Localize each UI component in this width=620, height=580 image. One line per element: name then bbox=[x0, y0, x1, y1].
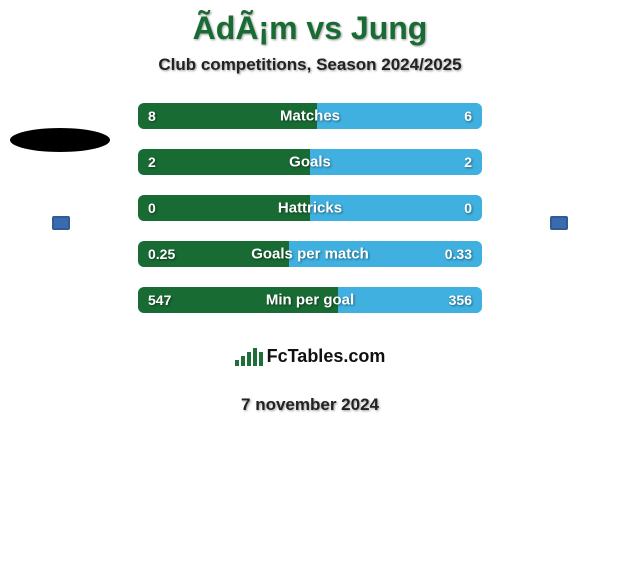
stat-row: Matches8 6 bbox=[138, 103, 482, 129]
stat-value-right: 0 bbox=[464, 200, 472, 216]
stat-label: Goals bbox=[138, 154, 482, 171]
player-right-avatar bbox=[510, 128, 610, 264]
stat-value-right: 356 bbox=[449, 292, 472, 308]
comparison-card: ÃdÃ¡m vs Jung Club competitions, Season … bbox=[0, 0, 620, 580]
stat-value-right: 2 bbox=[464, 154, 472, 170]
stat-label: Hattricks bbox=[138, 200, 482, 217]
stat-row: Goals2 2 bbox=[138, 149, 482, 175]
brand-text: FcTables.com bbox=[267, 346, 386, 367]
player-left-avatar bbox=[10, 128, 110, 264]
stat-row: Hattricks0 0 bbox=[138, 195, 482, 221]
stat-row: Goals per match0.25 0.33 bbox=[138, 241, 482, 267]
stat-bars: Matches8 6 Goals2 2 Hattricks0 0 Goals per mat… bbox=[138, 103, 482, 313]
bars-icon bbox=[235, 346, 263, 366]
stat-value-left: 8 bbox=[148, 108, 156, 124]
stat-row: Min per goal547 356 bbox=[138, 287, 482, 313]
stat-value-right: 0.33 bbox=[445, 246, 472, 262]
page-subtitle: Club competitions, Season 2024/2025 bbox=[0, 55, 620, 75]
page-title: ÃdÃ¡m vs Jung bbox=[0, 0, 620, 47]
stat-label: Min per goal bbox=[138, 292, 482, 309]
stat-label: Goals per match bbox=[138, 246, 482, 263]
player-left-circle bbox=[20, 182, 102, 264]
stat-label: Matches bbox=[138, 108, 482, 125]
stat-value-left: 2 bbox=[148, 154, 156, 170]
date-label: 7 november 2024 bbox=[0, 395, 620, 415]
stat-value-left: 547 bbox=[148, 292, 171, 308]
stat-value-left: 0.25 bbox=[148, 246, 175, 262]
flag-icon bbox=[52, 216, 70, 230]
brand-badge: FcTables.com bbox=[201, 333, 419, 379]
ellipse-shadow-right bbox=[510, 128, 610, 152]
stat-value-right: 6 bbox=[464, 108, 472, 124]
flag-icon bbox=[550, 216, 568, 230]
ellipse-shadow-left bbox=[10, 128, 110, 152]
stat-value-left: 0 bbox=[148, 200, 156, 216]
player-right-circle bbox=[518, 182, 600, 264]
